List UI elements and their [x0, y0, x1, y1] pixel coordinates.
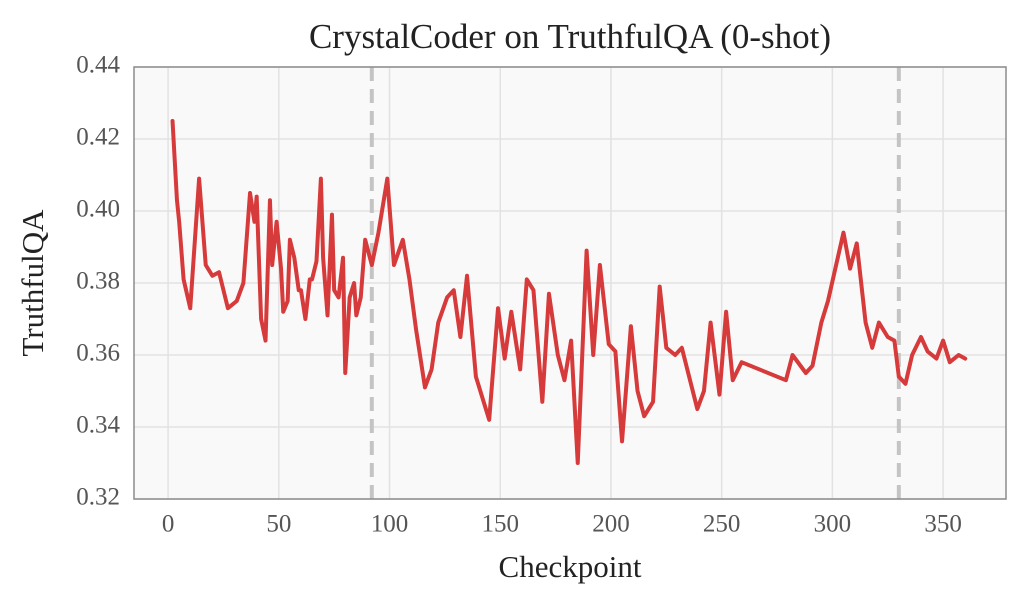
x-tick-label: 350 [924, 511, 962, 538]
x-tick-label: 250 [703, 511, 741, 538]
y-tick-label: 0.44 [76, 52, 120, 79]
y-tick-label: 0.32 [76, 484, 120, 511]
x-axis-label: Checkpoint [499, 549, 642, 584]
x-tick-label: 300 [814, 511, 852, 538]
x-tick-label: 200 [592, 511, 630, 538]
x-tick-label: 150 [481, 511, 519, 538]
y-tick-label: 0.38 [76, 268, 120, 295]
data-line [170, 119, 968, 465]
y-tick-label: 0.40 [76, 196, 120, 223]
y-tick-label: 0.34 [76, 412, 120, 439]
y-tick-label: 0.42 [76, 124, 120, 151]
x-tick-label: 100 [371, 511, 409, 538]
chart-title: CrystalCoder on TruthfulQA (0-shot) [309, 17, 831, 56]
y-tick-label: 0.36 [76, 340, 120, 367]
marks [170, 67, 968, 499]
plot-frame [133, 66, 1007, 500]
x-tick-label: 50 [266, 511, 291, 538]
x-tick-label: 0 [162, 511, 175, 538]
y-axis-label: TruthfulQA [15, 209, 50, 357]
